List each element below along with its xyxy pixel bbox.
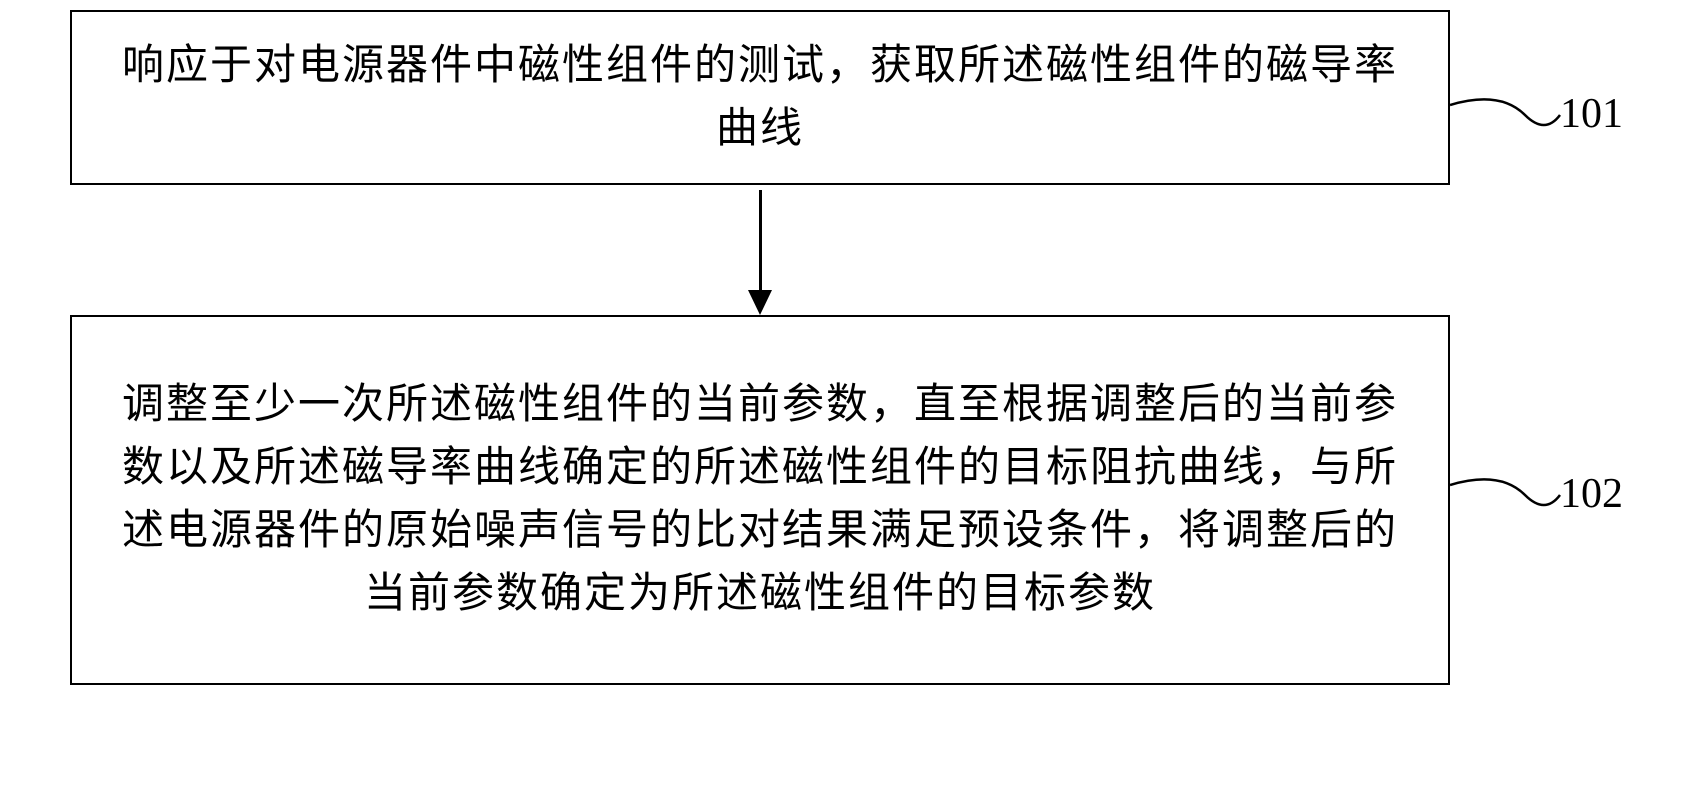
flowchart-step-1: 响应于对电源器件中磁性组件的测试，获取所述磁性组件的磁导率曲线: [70, 10, 1450, 185]
arrow-head: [748, 290, 772, 315]
connector-curve-1: [1450, 95, 1565, 145]
connector-curve-2: [1450, 475, 1565, 525]
step-1-text: 响应于对电源器件中磁性组件的测试，获取所述磁性组件的磁导率曲线: [112, 35, 1408, 161]
arrow-line: [759, 190, 762, 290]
step-label-1: 101: [1560, 90, 1623, 138]
flowchart-arrow: [758, 190, 762, 315]
flowchart-step-2: 调整至少一次所述磁性组件的当前参数，直至根据调整后的当前参数以及所述磁导率曲线确…: [70, 315, 1450, 685]
step-2-text: 调整至少一次所述磁性组件的当前参数，直至根据调整后的当前参数以及所述磁导率曲线确…: [112, 374, 1408, 626]
step-label-2: 102: [1560, 470, 1623, 518]
